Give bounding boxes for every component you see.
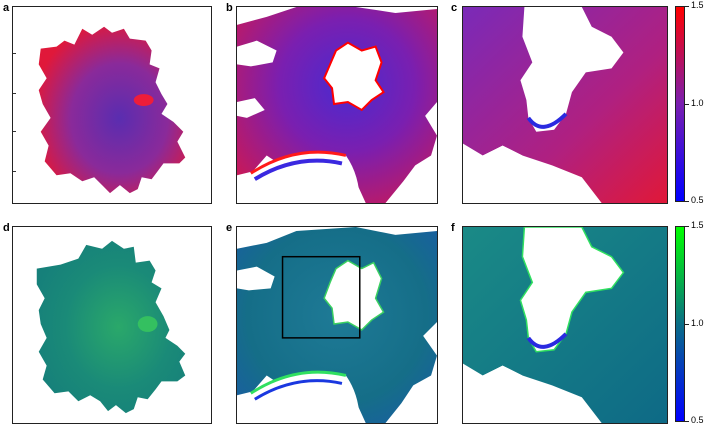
colorbar-tick [685, 104, 689, 105]
colorbar-tick [685, 324, 689, 325]
axis-tick [13, 93, 16, 94]
colorbar-min-label: 0.5 [691, 415, 704, 425]
colorbar-max-label: 1.5 [691, 220, 704, 230]
colorbar-tick [685, 226, 689, 227]
panel-b-map [236, 6, 438, 204]
colorbar-tick [685, 6, 689, 7]
panel-label-a: a [3, 2, 10, 14]
colorbar-min-label: 0.5 [691, 195, 704, 205]
colorbar-max-label: 1.5 [691, 0, 704, 10]
panel-c-map [462, 6, 668, 204]
panel-label-c: c [451, 2, 458, 14]
panel-f-map [462, 226, 668, 424]
panel-label-e: e [226, 222, 233, 234]
colorbar-green-blue [675, 226, 685, 422]
panel-label-d: d [3, 222, 10, 234]
axis-tick [13, 53, 16, 54]
panel-d-map [12, 226, 212, 424]
colorbar-tick [685, 421, 689, 422]
panel-label-f: f [451, 222, 455, 234]
panel-a-map [12, 6, 212, 204]
colorbar-mid-label: 1.0 [691, 318, 704, 328]
colorbar-mid-label: 1.0 [691, 98, 704, 108]
axis-tick [13, 131, 16, 132]
panel-label-b: b [226, 2, 233, 14]
colorbar-red-blue [675, 6, 685, 202]
axis-tick [13, 171, 16, 172]
colorbar-tick [685, 201, 689, 202]
panel-e-map [236, 226, 438, 424]
